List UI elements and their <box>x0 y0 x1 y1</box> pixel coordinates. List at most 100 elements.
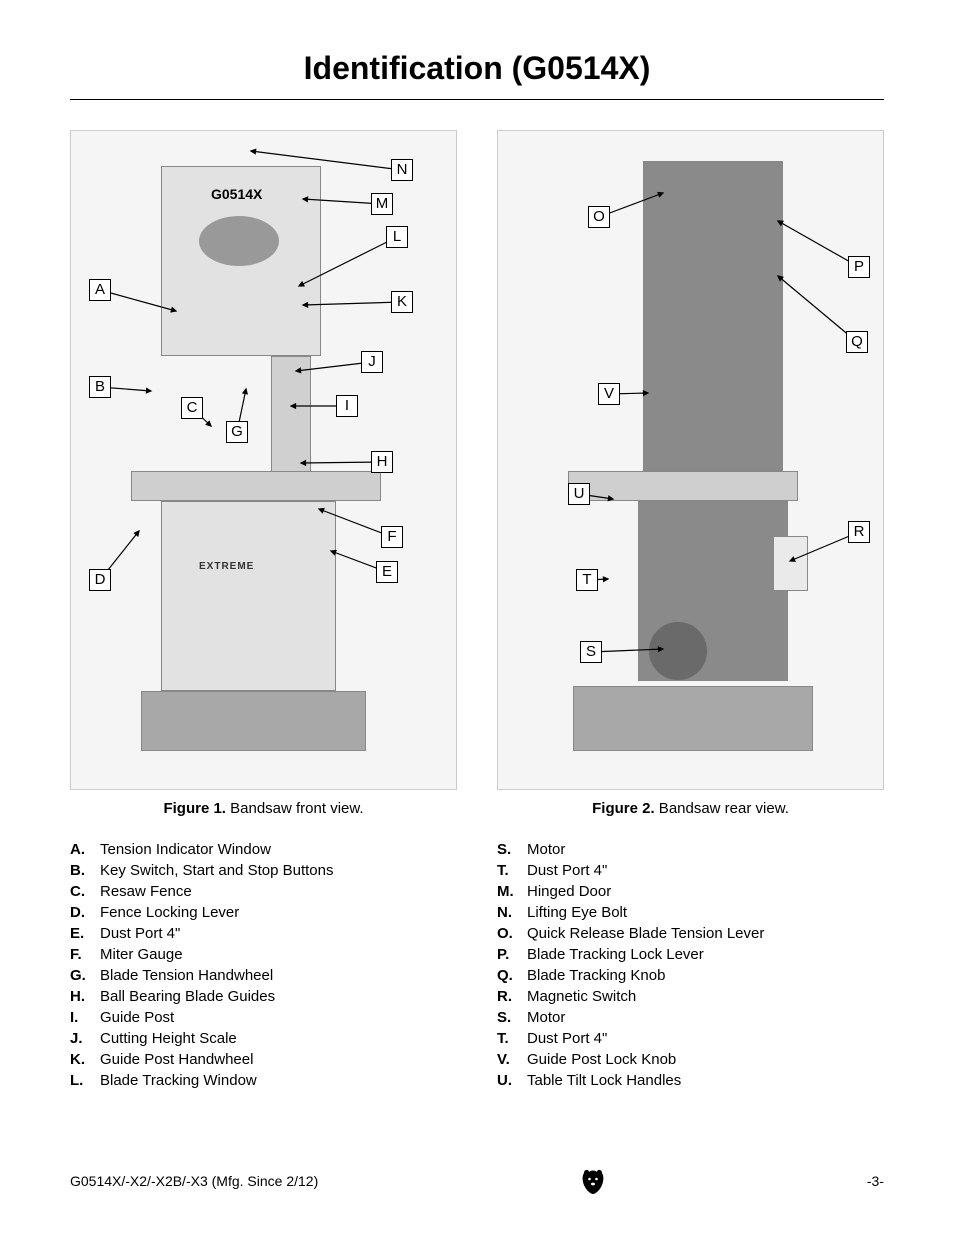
list-item: A.Tension Indicator Window <box>70 839 457 860</box>
list-item-letter: V. <box>497 1049 527 1070</box>
callout-label-R: R <box>848 521 870 543</box>
list-item: S.Motor <box>497 1007 884 1028</box>
list-item-letter: B. <box>70 860 100 881</box>
callout-label-E: E <box>376 561 398 583</box>
list-item: E.Dust Port 4" <box>70 923 457 944</box>
list-item: B.Key Switch, Start and Stop Buttons <box>70 860 457 881</box>
callout-label-I: I <box>336 395 358 417</box>
list-item-text: Table Tilt Lock Handles <box>527 1070 681 1091</box>
list-item-text: Quick Release Blade Tension Lever <box>527 923 764 944</box>
footer-right-text: -3- <box>867 1173 884 1189</box>
page-title: Identification (G0514X) <box>70 50 884 87</box>
list-item-text: Magnetic Switch <box>527 986 636 1007</box>
list-item-letter: J. <box>70 1028 100 1049</box>
callout-label-D: D <box>89 569 111 591</box>
figure1-caption: Figure 1. Bandsaw front view. <box>163 800 363 817</box>
list-item-letter: F. <box>70 944 100 965</box>
callout-label-N: N <box>391 159 413 181</box>
figure2-caption-rest: Bandsaw rear view. <box>655 800 789 817</box>
list-item-text: Guide Post Lock Knob <box>527 1049 676 1070</box>
figure2-caption-bold: Figure 2. <box>592 800 655 817</box>
list-item: H.Ball Bearing Blade Guides <box>70 986 457 1007</box>
list-right: S.MotorT.Dust Port 4"M.Hinged DoorN.Lift… <box>497 839 884 1091</box>
list-item-text: Motor <box>527 1007 565 1028</box>
list-item: F.Miter Gauge <box>70 944 457 965</box>
list-item-letter: N. <box>497 902 527 923</box>
callout-label-M: M <box>371 193 393 215</box>
callout-label-B: B <box>89 376 111 398</box>
callout-label-V: V <box>598 383 620 405</box>
list-item-text: Guide Post Handwheel <box>100 1049 253 1070</box>
callout-label-L: L <box>386 226 408 248</box>
callout-label-T: T <box>576 569 598 591</box>
list-item-text: Blade Tracking Knob <box>527 965 665 986</box>
list-item: K.Guide Post Handwheel <box>70 1049 457 1070</box>
list-item-letter: E. <box>70 923 100 944</box>
figures-row: G0514X EXTREME NMLAKJBICGHFED Figure 1. … <box>70 130 884 817</box>
bear-logo-icon <box>580 1167 606 1195</box>
list-item-text: Dust Port 4" <box>527 1028 607 1049</box>
list-item-letter: S. <box>497 839 527 860</box>
list-item-letter: D. <box>70 902 100 923</box>
list-item: Q.Blade Tracking Knob <box>497 965 884 986</box>
list-item: P.Blade Tracking Lock Lever <box>497 944 884 965</box>
figure2-box: OPQVURTS <box>497 130 884 790</box>
figure1-column: G0514X EXTREME NMLAKJBICGHFED Figure 1. … <box>70 130 457 817</box>
list-item: L.Blade Tracking Window <box>70 1070 457 1091</box>
list-item: V.Guide Post Lock Knob <box>497 1049 884 1070</box>
list-item-text: Key Switch, Start and Stop Buttons <box>100 860 333 881</box>
figure1-caption-rest: Bandsaw front view. <box>226 800 364 817</box>
list-item-letter: R. <box>497 986 527 1007</box>
list-item-text: Motor <box>527 839 565 860</box>
figure1-box: G0514X EXTREME NMLAKJBICGHFED <box>70 130 457 790</box>
callout-label-G: G <box>226 421 248 443</box>
figure2-caption: Figure 2. Bandsaw rear view. <box>592 800 789 817</box>
list-item-text: Lifting Eye Bolt <box>527 902 627 923</box>
list-item: U.Table Tilt Lock Handles <box>497 1070 884 1091</box>
list-item-letter: H. <box>70 986 100 1007</box>
list-item-letter: Q. <box>497 965 527 986</box>
list-item-text: Guide Post <box>100 1007 174 1028</box>
list-item-letter: U. <box>497 1070 527 1091</box>
list-item-letter: A. <box>70 839 100 860</box>
callout-label-H: H <box>371 451 393 473</box>
list-item-text: Tension Indicator Window <box>100 839 271 860</box>
list-item-text: Hinged Door <box>527 881 611 902</box>
list-item: T.Dust Port 4" <box>497 860 884 881</box>
figure1-caption-bold: Figure 1. <box>163 800 226 817</box>
list-item-letter: K. <box>70 1049 100 1070</box>
list-item-letter: C. <box>70 881 100 902</box>
list-item: T.Dust Port 4" <box>497 1028 884 1049</box>
list-item: M.Hinged Door <box>497 881 884 902</box>
list-item: D.Fence Locking Lever <box>70 902 457 923</box>
callout-label-A: A <box>89 279 111 301</box>
list-item-text: Blade Tracking Lock Lever <box>527 944 704 965</box>
figure2-leader-lines <box>498 131 883 789</box>
list-item-text: Miter Gauge <box>100 944 183 965</box>
list-item-letter: L. <box>70 1070 100 1091</box>
list-item-letter: G. <box>70 965 100 986</box>
list-item-text: Resaw Fence <box>100 881 192 902</box>
list-item: J.Cutting Height Scale <box>70 1028 457 1049</box>
list-item-letter: S. <box>497 1007 527 1028</box>
callout-label-U: U <box>568 483 590 505</box>
list-item: I.Guide Post <box>70 1007 457 1028</box>
list-item: N.Lifting Eye Bolt <box>497 902 884 923</box>
callout-label-C: C <box>181 397 203 419</box>
callout-label-J: J <box>361 351 383 373</box>
list-item: S.Motor <box>497 839 884 860</box>
callout-label-Q: Q <box>846 331 868 353</box>
list-item-letter: T. <box>497 860 527 881</box>
list-item: G.Blade Tension Handwheel <box>70 965 457 986</box>
list-item-text: Blade Tension Handwheel <box>100 965 273 986</box>
list-left: A.Tension Indicator WindowB.Key Switch, … <box>70 839 457 1091</box>
list-item-letter: T. <box>497 1028 527 1049</box>
list-item: C.Resaw Fence <box>70 881 457 902</box>
callout-label-O: O <box>588 206 610 228</box>
list-item: O.Quick Release Blade Tension Lever <box>497 923 884 944</box>
list-item-letter: P. <box>497 944 527 965</box>
list-item: R.Magnetic Switch <box>497 986 884 1007</box>
list-item-letter: O. <box>497 923 527 944</box>
lists-row: A.Tension Indicator WindowB.Key Switch, … <box>70 839 884 1091</box>
list-item-text: Dust Port 4" <box>100 923 180 944</box>
